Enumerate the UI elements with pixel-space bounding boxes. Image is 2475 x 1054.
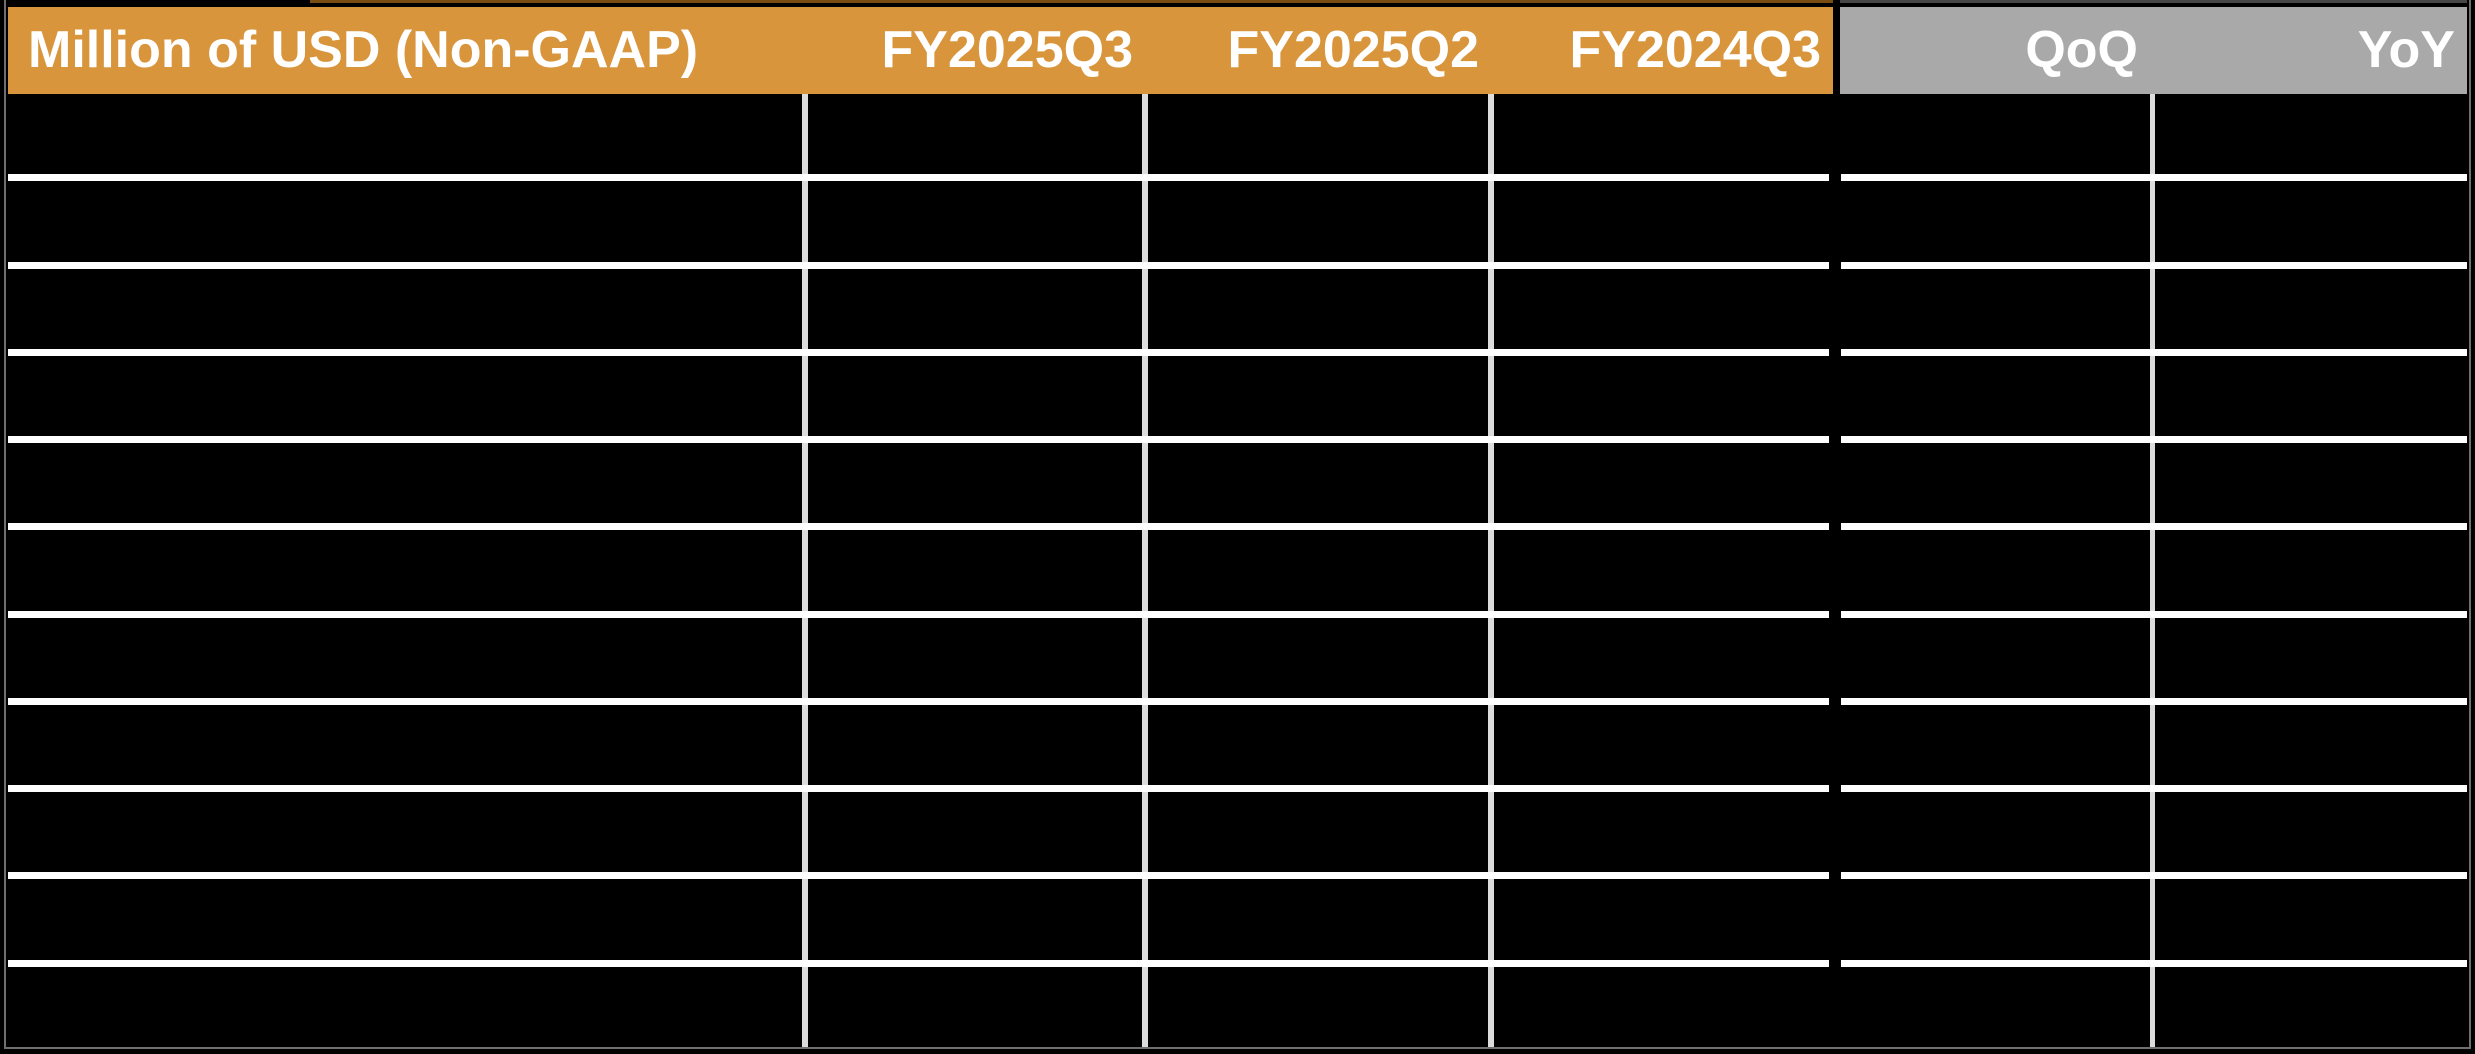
cell-fy2025q3 [808, 530, 1148, 611]
cell-fy2025q2 [1148, 879, 1494, 960]
cell-yoy [2155, 792, 2467, 873]
top-edge-sliver-orange [310, 0, 1833, 3]
cell-yoy [2155, 879, 2467, 960]
gridline-break-strip [1829, 94, 1841, 1047]
cell-fy2024q3 [1494, 268, 1833, 349]
table-row [8, 792, 2467, 880]
cell-fy2024q3 [1494, 181, 1833, 262]
table-body [8, 94, 2467, 1047]
cell-fy2025q3 [808, 181, 1148, 262]
header-cell-fy2025q3: FY2025Q3 [805, 7, 1145, 94]
cell-fy2025q2 [1148, 704, 1494, 786]
cell-fy2025q2 [1148, 443, 1494, 524]
table-row [8, 94, 2467, 182]
cell-fy2024q3 [1494, 617, 1833, 698]
header-cell-fy2024q3: FY2024Q3 [1491, 7, 1833, 94]
row-label-cell [8, 879, 808, 960]
cell-yoy [2155, 704, 2467, 786]
cell-fy2024q3 [1494, 966, 1833, 1047]
table-row [8, 443, 2467, 531]
row-label-cell [8, 443, 808, 524]
cell-fy2025q3 [808, 704, 1148, 786]
table-row [8, 966, 2467, 1047]
row-label-cell [8, 704, 808, 786]
cell-yoy [2155, 355, 2467, 437]
row-label-cell [8, 268, 808, 349]
cell-fy2025q2 [1148, 94, 1494, 175]
row-label-cell [8, 181, 808, 262]
cell-fy2024q3 [1494, 792, 1833, 873]
cell-qoq [1840, 443, 2155, 524]
table-row [8, 355, 2467, 444]
cell-fy2025q3 [808, 792, 1148, 873]
cell-qoq [1840, 617, 2155, 698]
cell-qoq [1840, 181, 2155, 262]
top-edge-sliver-gray [1840, 0, 2467, 3]
non-gaap-results-table: Million of USD (Non-GAAP) FY2025Q3 FY202… [8, 7, 2467, 1047]
cell-fy2025q2 [1148, 355, 1494, 437]
cell-fy2025q3 [808, 443, 1148, 524]
cell-fy2025q2 [1148, 530, 1494, 611]
table-row [8, 617, 2467, 705]
cell-fy2025q3 [808, 268, 1148, 349]
table-row [8, 530, 2467, 618]
cell-fy2025q2 [1148, 181, 1494, 262]
cell-yoy [2155, 617, 2467, 698]
table-header-row: Million of USD (Non-GAAP) FY2025Q3 FY202… [8, 7, 2467, 94]
row-label-cell [8, 792, 808, 873]
cell-qoq [1840, 966, 2155, 1047]
row-label-cell [8, 617, 808, 698]
cell-fy2025q2 [1148, 792, 1494, 873]
cell-qoq [1840, 530, 2155, 611]
cell-fy2025q3 [808, 879, 1148, 960]
cell-yoy [2155, 181, 2467, 262]
table-row [8, 181, 2467, 269]
cell-qoq [1840, 355, 2155, 437]
header-cell-qoq: QoQ [1840, 7, 2150, 94]
cell-fy2024q3 [1494, 530, 1833, 611]
cell-yoy [2155, 966, 2467, 1047]
table-row [8, 268, 2467, 356]
row-label-cell [8, 530, 808, 611]
cell-qoq [1840, 268, 2155, 349]
cell-yoy [2155, 443, 2467, 524]
header-cell-yoy: YoY [2150, 7, 2467, 94]
cell-fy2025q3 [808, 94, 1148, 175]
cell-qoq [1840, 94, 2155, 175]
cell-fy2025q3 [808, 966, 1148, 1047]
cell-yoy [2155, 530, 2467, 611]
cell-fy2024q3 [1494, 879, 1833, 960]
row-label-cell [8, 94, 808, 175]
table-row [8, 879, 2467, 967]
cell-fy2024q3 [1494, 355, 1833, 437]
table-row [8, 704, 2467, 793]
cell-fy2025q3 [808, 355, 1148, 437]
cell-fy2025q2 [1148, 617, 1494, 698]
header-divider-gap [1833, 7, 1840, 94]
header-cell-fy2025q2: FY2025Q2 [1145, 7, 1491, 94]
cell-qoq [1840, 792, 2155, 873]
cell-fy2024q3 [1494, 704, 1833, 786]
cell-fy2025q2 [1148, 268, 1494, 349]
cell-fy2025q2 [1148, 966, 1494, 1047]
cell-fy2025q3 [808, 617, 1148, 698]
cell-fy2024q3 [1494, 443, 1833, 524]
table-rows-container [8, 94, 2467, 1047]
cell-qoq [1840, 704, 2155, 786]
cell-yoy [2155, 268, 2467, 349]
cell-yoy [2155, 94, 2467, 175]
row-label-cell [8, 355, 808, 437]
header-cell-metric-label: Million of USD (Non-GAAP) [8, 7, 805, 94]
row-label-cell [8, 966, 808, 1047]
cell-fy2024q3 [1494, 94, 1833, 175]
cell-qoq [1840, 879, 2155, 960]
